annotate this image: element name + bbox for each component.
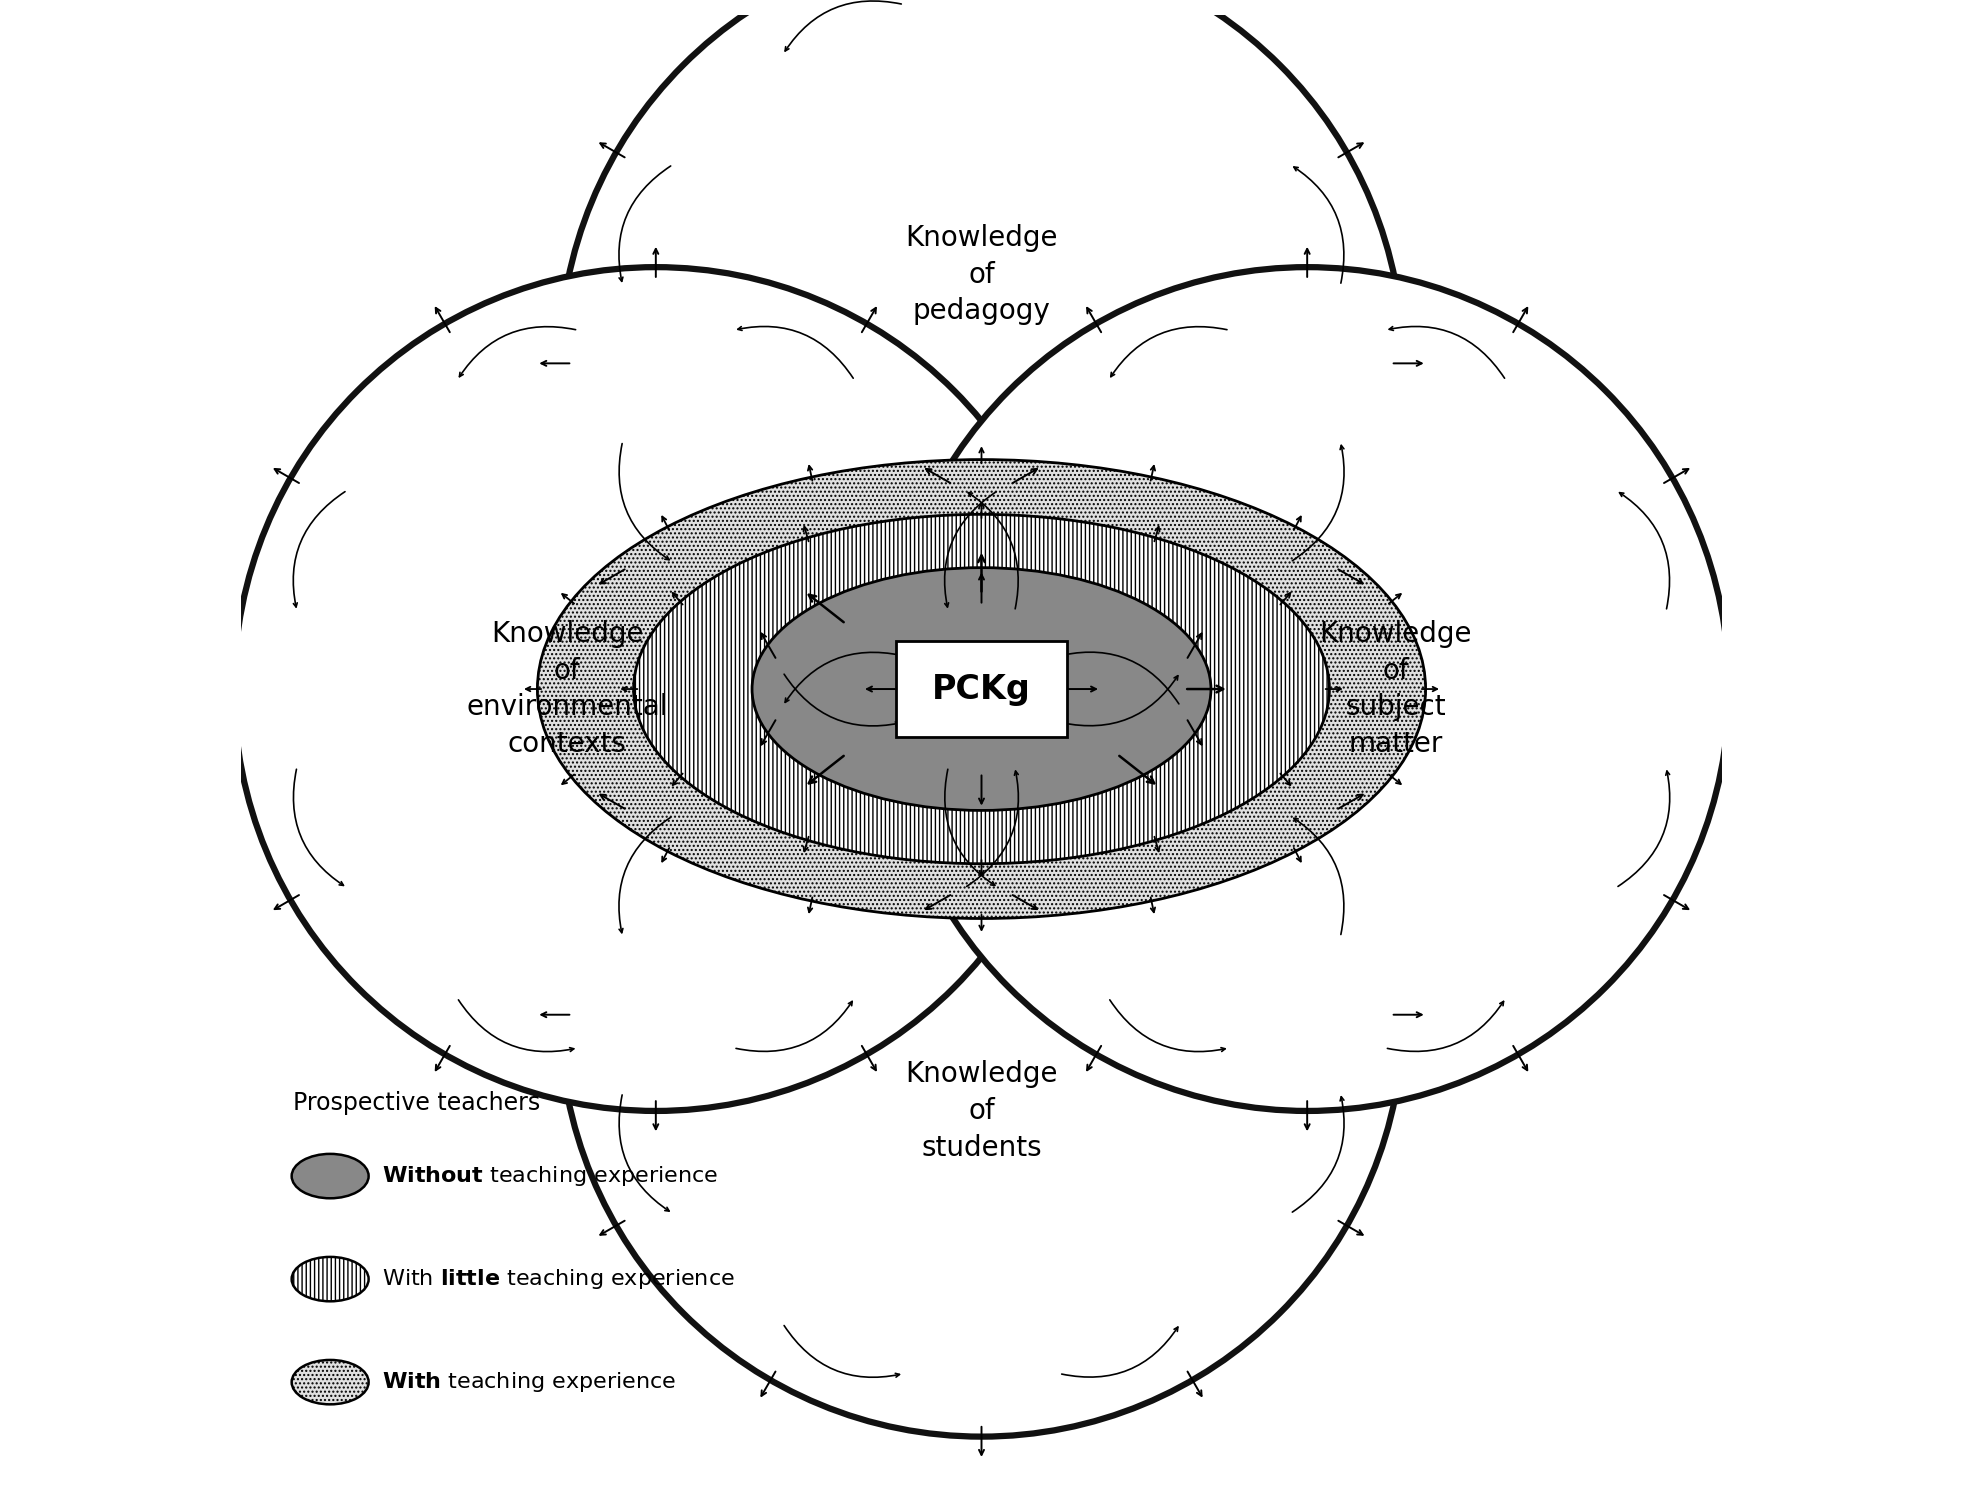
Circle shape <box>885 267 1729 1112</box>
Text: Knowledge
of
pedagogy: Knowledge of pedagogy <box>905 224 1058 326</box>
Circle shape <box>234 267 1078 1112</box>
Ellipse shape <box>634 514 1329 864</box>
Text: With $\mathbf{little}$ teaching experience: With $\mathbf{little}$ teaching experien… <box>383 1268 734 1292</box>
Text: $\mathbf{With}$ teaching experience: $\mathbf{With}$ teaching experience <box>383 1370 675 1394</box>
FancyBboxPatch shape <box>897 640 1066 736</box>
Ellipse shape <box>292 1257 369 1302</box>
Text: Knowledge
of
subject
matter: Knowledge of subject matter <box>1319 620 1472 758</box>
Ellipse shape <box>752 567 1211 810</box>
Ellipse shape <box>538 459 1425 918</box>
Ellipse shape <box>292 1154 369 1198</box>
Text: Knowledge
of
environmental
contexts: Knowledge of environmental contexts <box>467 620 667 758</box>
Ellipse shape <box>292 1360 369 1404</box>
Text: PCKg: PCKg <box>932 672 1031 705</box>
Text: Knowledge
of
students: Knowledge of students <box>905 1060 1058 1161</box>
Text: Prospective teachers: Prospective teachers <box>292 1092 540 1116</box>
Circle shape <box>559 0 1404 786</box>
Text: $\mathbf{Without}$ teaching experience: $\mathbf{Without}$ teaching experience <box>383 1164 718 1188</box>
Circle shape <box>559 592 1404 1437</box>
